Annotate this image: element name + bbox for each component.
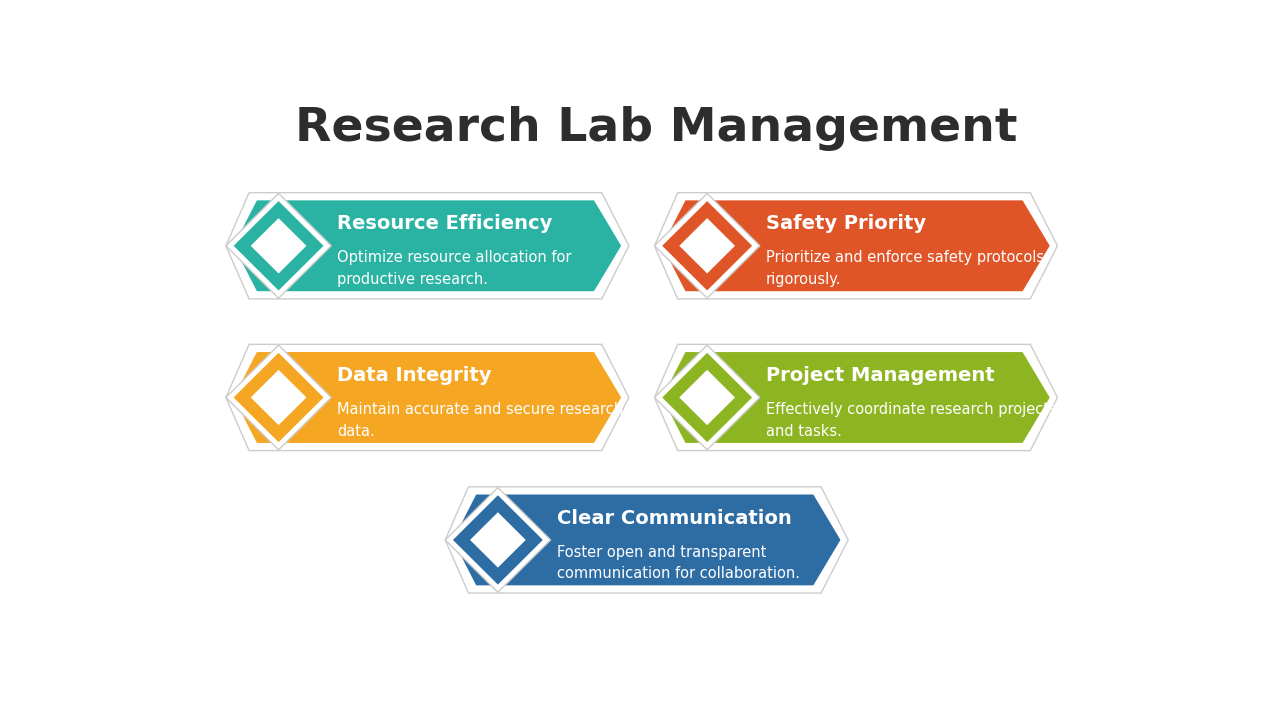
Text: Project Management: Project Management bbox=[765, 366, 995, 385]
Polygon shape bbox=[225, 193, 628, 299]
Text: Prioritize and enforce safety protocols
rigorously.: Prioritize and enforce safety protocols … bbox=[765, 251, 1044, 287]
Polygon shape bbox=[251, 218, 306, 274]
Text: Research Lab Management: Research Lab Management bbox=[294, 107, 1018, 151]
Polygon shape bbox=[662, 352, 1050, 443]
Text: Safety Priority: Safety Priority bbox=[765, 215, 927, 233]
Polygon shape bbox=[470, 512, 526, 567]
Polygon shape bbox=[445, 487, 550, 593]
Text: Effectively coordinate research projects
and tasks.: Effectively coordinate research projects… bbox=[765, 402, 1057, 438]
Polygon shape bbox=[654, 193, 1057, 299]
Polygon shape bbox=[234, 200, 621, 291]
Polygon shape bbox=[453, 495, 841, 585]
Polygon shape bbox=[654, 344, 1057, 451]
Polygon shape bbox=[680, 370, 735, 426]
Polygon shape bbox=[234, 201, 324, 290]
Polygon shape bbox=[453, 495, 543, 585]
Polygon shape bbox=[654, 345, 760, 450]
Polygon shape bbox=[225, 194, 332, 298]
Polygon shape bbox=[251, 370, 306, 426]
Polygon shape bbox=[654, 194, 760, 298]
Polygon shape bbox=[662, 201, 753, 290]
Polygon shape bbox=[225, 345, 332, 450]
Text: Maintain accurate and secure research
data.: Maintain accurate and secure research da… bbox=[338, 402, 623, 438]
Polygon shape bbox=[234, 353, 324, 442]
Text: Optimize resource allocation for
productive research.: Optimize resource allocation for product… bbox=[338, 251, 572, 287]
Text: Resource Efficiency: Resource Efficiency bbox=[338, 215, 553, 233]
Polygon shape bbox=[234, 352, 621, 443]
Polygon shape bbox=[662, 200, 1050, 291]
Text: Clear Communication: Clear Communication bbox=[557, 508, 791, 528]
Text: Foster open and transparent
communication for collaboration.: Foster open and transparent communicatio… bbox=[557, 544, 800, 581]
Polygon shape bbox=[225, 344, 628, 451]
Polygon shape bbox=[445, 487, 849, 593]
Polygon shape bbox=[662, 353, 753, 442]
Text: Data Integrity: Data Integrity bbox=[338, 366, 492, 385]
Polygon shape bbox=[680, 218, 735, 274]
